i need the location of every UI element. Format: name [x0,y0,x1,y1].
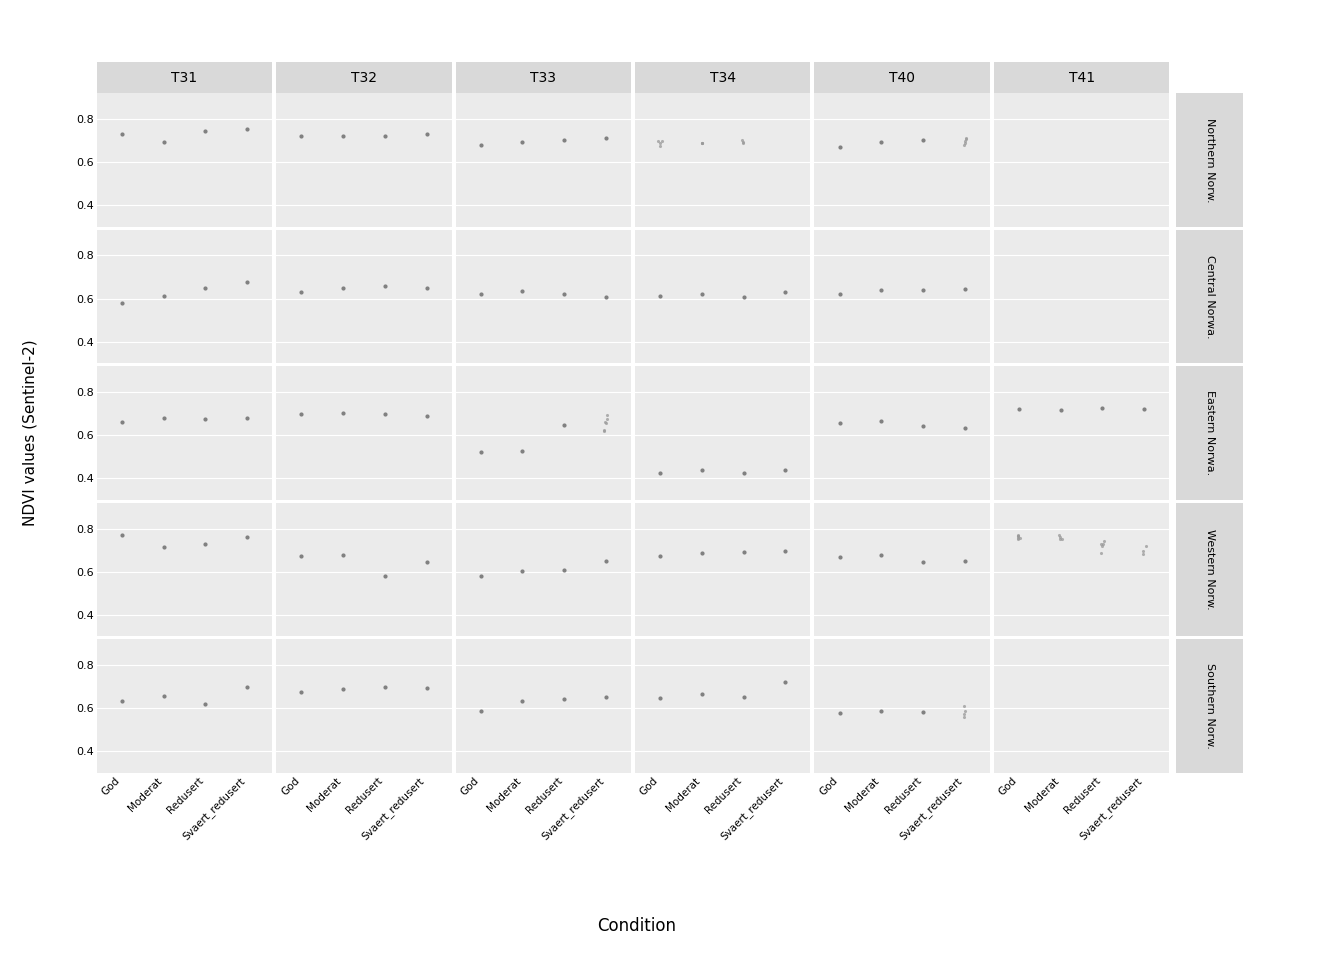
Point [954,135,976,151]
Point [1133,546,1154,562]
Text: T41: T41 [1068,71,1094,84]
Text: Southern Norw.: Southern Norw. [1204,663,1215,749]
Point [1007,530,1028,545]
Point [597,411,618,426]
Point [732,134,754,150]
Point [953,137,974,153]
Text: T33: T33 [531,71,556,84]
Point [954,699,976,714]
Point [1090,537,1111,552]
Point [953,709,974,725]
Text: Central Norwa.: Central Norwa. [1204,254,1215,338]
Point [954,133,976,149]
Point [1008,527,1030,542]
Point [731,132,753,148]
Point [1007,528,1028,543]
Point [732,135,754,151]
Point [595,416,617,431]
Point [652,133,673,149]
Point [597,407,618,422]
Point [1050,531,1071,546]
Text: T31: T31 [172,71,198,84]
Point [594,415,616,430]
Point [1091,539,1113,554]
Text: Northern Norw.: Northern Norw. [1204,118,1215,203]
Point [954,130,976,145]
Point [954,703,976,718]
Point [594,423,616,439]
Point [1133,543,1154,559]
Point [649,138,671,154]
Point [593,422,614,438]
Point [1090,545,1111,561]
Text: T32: T32 [351,71,376,84]
Point [1051,531,1073,546]
Point [1093,534,1114,549]
Point [956,132,977,147]
Point [1007,528,1028,543]
Text: Eastern Norwa.: Eastern Norwa. [1204,391,1215,475]
Point [1048,529,1070,544]
Text: T40: T40 [890,71,915,84]
Point [1048,528,1070,543]
Text: NDVI values (Sentinel-2): NDVI values (Sentinel-2) [22,340,38,526]
Point [691,135,712,151]
Point [691,135,712,151]
Point [649,135,671,151]
Point [691,135,712,151]
Text: Condition: Condition [597,918,676,935]
Point [953,706,974,721]
Point [1136,539,1157,554]
Point [648,133,669,149]
Point [1009,530,1031,545]
Point [1007,532,1028,547]
Text: T34: T34 [710,71,735,84]
Point [1093,536,1114,551]
Text: Western Norw.: Western Norw. [1204,529,1215,610]
